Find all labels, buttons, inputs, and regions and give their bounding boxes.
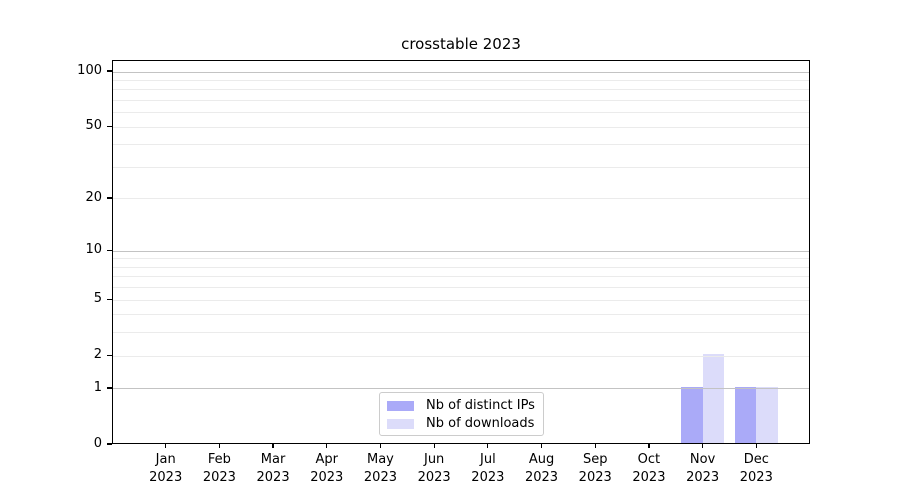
bar-nb-of-distinct-ips-nov bbox=[681, 386, 703, 443]
x-tick-label-sep: Sep 2023 bbox=[563, 451, 627, 486]
legend-item-nb-of-distinct-ips: Nb of distinct IPs bbox=[380, 397, 543, 415]
bar-nb-of-downloads-dec bbox=[756, 386, 778, 443]
x-tick-label-may: May 2023 bbox=[348, 451, 412, 486]
x-tick-label-month: Feb bbox=[207, 452, 231, 467]
y-tick-label-20: 20 bbox=[85, 189, 102, 205]
y-tick-1 bbox=[107, 387, 112, 389]
y-tick-label-10: 10 bbox=[85, 242, 102, 258]
x-tick-label-year: 2023 bbox=[739, 469, 773, 485]
x-tick-label-year: 2023 bbox=[310, 469, 344, 485]
legend-swatch-nb-of-downloads bbox=[387, 419, 414, 429]
gridline-minor-7 bbox=[113, 276, 809, 278]
y-tick-label-0: 0 bbox=[93, 436, 102, 451]
x-tick-may bbox=[379, 444, 382, 448]
gridline-minor-40 bbox=[113, 144, 809, 146]
gridline-major-1 bbox=[113, 388, 809, 390]
x-tick-label-oct: Oct 2023 bbox=[617, 451, 681, 486]
gridline-minor-30 bbox=[113, 166, 809, 168]
plot-area bbox=[112, 60, 810, 444]
gridline-minor-2 bbox=[113, 355, 809, 357]
x-tick-label-month: Oct bbox=[637, 452, 661, 467]
gridline-major-10 bbox=[113, 250, 809, 252]
x-tick-label-month: Jan bbox=[155, 452, 176, 467]
gridline-minor-20 bbox=[113, 198, 809, 200]
x-tick-label-month: Mar bbox=[260, 452, 286, 467]
x-tick-label-jan: Jan 2023 bbox=[134, 451, 198, 486]
y-tick-50 bbox=[107, 125, 112, 127]
x-tick-label-year: 2023 bbox=[202, 469, 236, 485]
x-tick-label-year: 2023 bbox=[524, 469, 559, 485]
x-tick-label-month: Aug bbox=[528, 452, 555, 467]
x-tick-feb bbox=[218, 444, 220, 448]
x-tick-dec bbox=[755, 444, 757, 448]
y-tick-label-5: 5 bbox=[93, 291, 102, 307]
x-tick-label-year: 2023 bbox=[256, 469, 290, 485]
x-tick-label-year: 2023 bbox=[632, 469, 666, 485]
gridline-minor-70 bbox=[113, 99, 809, 101]
x-tick-label-nov: Nov 2023 bbox=[671, 451, 735, 486]
gridline-minor-8 bbox=[113, 266, 809, 268]
x-tick-label-feb: Feb 2023 bbox=[187, 451, 251, 486]
x-tick-apr bbox=[326, 444, 328, 448]
x-tick-sep bbox=[594, 444, 596, 448]
x-tick-label-month: Jun bbox=[423, 452, 445, 467]
x-tick-label-year: 2023 bbox=[417, 469, 451, 485]
x-tick-oct bbox=[648, 444, 650, 448]
x-tick-label-jun: Jun 2023 bbox=[402, 451, 466, 486]
gridline-minor-60 bbox=[113, 112, 809, 114]
x-tick-label-month: Apr bbox=[315, 452, 339, 467]
x-tick-label-month: Nov bbox=[689, 452, 716, 467]
legend-item-nb-of-downloads: Nb of downloads bbox=[380, 415, 543, 433]
x-tick-mar bbox=[272, 444, 274, 448]
y-tick-label-2: 2 bbox=[93, 347, 102, 363]
gridline-minor-9 bbox=[113, 258, 809, 260]
gridline-minor-80 bbox=[113, 89, 809, 91]
x-tick-label-month: Jul bbox=[480, 452, 496, 467]
x-tick-nov bbox=[702, 444, 704, 448]
x-tick-jun bbox=[433, 444, 435, 448]
y-tick-label-1: 1 bbox=[93, 379, 102, 395]
y-tick-label-50: 50 bbox=[85, 118, 102, 134]
legend-label-nb-of-distinct-ips: Nb of distinct IPs bbox=[426, 398, 535, 413]
x-tick-label-apr: Apr 2023 bbox=[295, 451, 359, 486]
x-tick-label-month: May bbox=[367, 452, 394, 467]
gridline-minor-50 bbox=[113, 126, 809, 128]
bar-nb-of-downloads-nov bbox=[702, 354, 725, 443]
legend: Nb of distinct IPs Nb of downloads bbox=[379, 392, 544, 436]
x-tick-label-month: Dec bbox=[743, 452, 769, 467]
y-tick-20 bbox=[107, 197, 112, 199]
bar-nb-of-distinct-ips-dec bbox=[734, 386, 757, 443]
x-tick-jul bbox=[487, 444, 489, 448]
x-tick-label-mar: Mar 2023 bbox=[241, 451, 305, 486]
x-tick-jan bbox=[165, 444, 167, 448]
gridline-minor-6 bbox=[113, 287, 809, 289]
x-tick-label-aug: Aug 2023 bbox=[510, 451, 574, 486]
x-tick-label-year: 2023 bbox=[149, 469, 183, 485]
x-tick-aug bbox=[540, 444, 543, 448]
x-tick-label-year: 2023 bbox=[686, 469, 720, 485]
x-tick-label-jul: Jul 2023 bbox=[456, 451, 520, 486]
x-tick-label-year: 2023 bbox=[578, 469, 612, 485]
gridline-minor-4 bbox=[113, 314, 809, 316]
legend-label-nb-of-downloads: Nb of downloads bbox=[426, 416, 535, 431]
gridline-minor-3 bbox=[113, 332, 809, 334]
x-tick-label-dec: Dec 2023 bbox=[724, 451, 788, 486]
y-tick-5 bbox=[107, 298, 112, 300]
y-tick-100 bbox=[107, 70, 112, 72]
chart-title: crosstable 2023 bbox=[401, 35, 521, 53]
x-tick-label-year: 2023 bbox=[471, 469, 505, 485]
gridline-major-100 bbox=[113, 71, 809, 73]
y-tick-label-100: 100 bbox=[77, 63, 102, 78]
y-tick-2 bbox=[107, 354, 112, 356]
gridline-minor-5 bbox=[113, 299, 809, 301]
x-tick-label-year: 2023 bbox=[363, 469, 397, 485]
x-tick-label-month: Sep bbox=[582, 452, 608, 467]
y-tick-10 bbox=[107, 249, 112, 251]
y-tick-0 bbox=[107, 443, 112, 445]
gridline-minor-90 bbox=[113, 79, 809, 81]
legend-swatch-nb-of-distinct-ips bbox=[387, 401, 414, 411]
